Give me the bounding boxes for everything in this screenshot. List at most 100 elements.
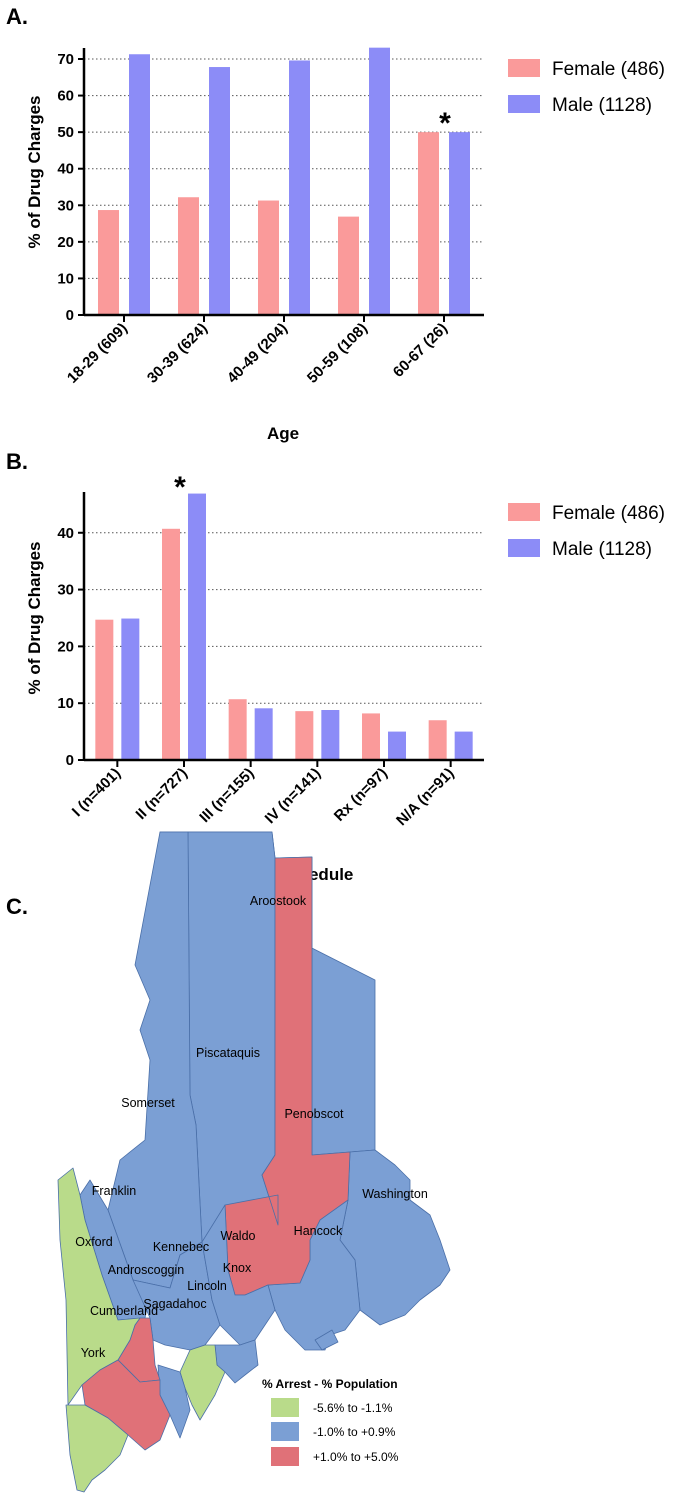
bar-male <box>209 67 230 315</box>
bar-female <box>418 132 439 315</box>
chart-a-yticks: 0 10 20 30 40 50 60 70 <box>57 51 84 324</box>
county-label-aroostook: Aroostook <box>250 894 307 908</box>
chart-b-bars <box>95 493 473 760</box>
map-legend-swatch-blue <box>271 1422 299 1441</box>
y-tick-label: 40 <box>57 525 74 542</box>
bar-female <box>295 711 314 760</box>
bar-female <box>95 619 114 760</box>
chart-a: A. % of Drug Charges Age 0 10 20 30 40 50 60 70… <box>6 4 665 443</box>
bar-male <box>188 493 206 760</box>
county-label-lincoln: Lincoln <box>187 1279 227 1293</box>
chart-a-bars <box>98 47 470 316</box>
bar-male <box>388 731 406 760</box>
legend-label-male: Male (1128) <box>552 539 652 560</box>
y-tick-label: 20 <box>57 234 74 251</box>
county-somerset <box>107 831 203 1289</box>
panel-label-c: C. <box>6 894 28 919</box>
bar-male <box>254 708 273 760</box>
x-tick-label: N/A (n=91) <box>393 765 457 829</box>
island <box>314 1329 339 1351</box>
county-label-oxford: Oxford <box>75 1235 113 1249</box>
chart-b-gridlines <box>84 532 484 704</box>
county-label-piscataquis: Piscataquis <box>196 1046 260 1060</box>
county-label-cumberland: Cumberland <box>90 1304 158 1318</box>
county-york <box>65 1404 129 1493</box>
legend-swatch-female <box>508 503 540 521</box>
y-tick-label: 40 <box>57 161 74 178</box>
bar-female <box>258 200 279 315</box>
chart-b-yticks: 0 10 20 30 40 <box>57 525 84 769</box>
x-tick-label: 18-29 (609) <box>64 320 131 387</box>
county-label-somerset: Somerset <box>121 1096 175 1110</box>
legend-swatch-female <box>508 59 540 77</box>
y-tick-label: 30 <box>57 197 74 214</box>
x-tick-label: 60-67 (26) <box>390 320 451 381</box>
maine-county-map: C. <box>6 831 451 1493</box>
county-oxford <box>57 1167 141 1406</box>
chart-b-ylabel: % of Drug Charges <box>25 541 44 694</box>
county-label-kennebec: Kennebec <box>153 1240 209 1254</box>
y-tick-label: 70 <box>57 51 74 68</box>
county-label-knox: Knox <box>223 1261 252 1275</box>
bar-female <box>178 197 199 315</box>
chart-a-significance-marker: * <box>439 107 451 140</box>
bar-male <box>289 60 310 315</box>
bar-female <box>98 210 119 315</box>
map-legend-swatch-green <box>271 1398 299 1417</box>
y-tick-label: 30 <box>57 582 74 599</box>
bar-male <box>129 54 150 315</box>
chart-b-significance-marker: * <box>174 471 186 504</box>
x-tick-label: IV (n=141) <box>262 765 324 827</box>
y-tick-label: 60 <box>57 88 74 105</box>
panel-label-b: B. <box>6 449 28 474</box>
map-legend-title: % Arrest - % Population <box>262 1377 398 1391</box>
legend-label-male: Male (1128) <box>552 95 652 116</box>
y-tick-label: 10 <box>57 695 74 712</box>
bar-female <box>362 713 380 760</box>
x-tick-label: 50-59 (108) <box>304 320 371 387</box>
bar-female <box>338 216 359 315</box>
map-legend: % Arrest - % Population -5.6% to -1.1% -… <box>262 1377 399 1466</box>
legend-label-female: Female (486) <box>552 503 665 524</box>
x-tick-label: 30-39 (624) <box>144 320 211 387</box>
chart-a-xlabel: Age <box>267 424 299 443</box>
y-tick-label: 0 <box>66 307 74 324</box>
map-legend-label-blue: -1.0% to +0.9% <box>313 1425 396 1439</box>
county-label-hancock: Hancock <box>294 1224 343 1238</box>
chart-a-ylabel: % of Drug Charges <box>25 95 44 248</box>
county-label-androscoggin: Androscoggin <box>108 1263 184 1277</box>
map-legend-label-green: -5.6% to -1.1% <box>313 1401 393 1415</box>
bar-male <box>321 710 340 760</box>
panel-label-a: A. <box>6 4 28 29</box>
county-label-waldo: Waldo <box>221 1229 256 1243</box>
chart-a-gridlines <box>84 58 484 279</box>
y-tick-label: 10 <box>57 270 74 287</box>
chart-a-legend: Female (486) Male (1128) <box>508 59 665 116</box>
chart-b: B. % of Drug Charges Federal Schedule 01… <box>6 449 665 884</box>
county-label-sagadahoc: Sagadahoc <box>143 1297 206 1311</box>
map-legend-swatch-red <box>271 1447 299 1466</box>
x-tick-label: III (n=155) <box>196 765 257 826</box>
x-tick-label: Rx (n=97) <box>331 765 391 825</box>
x-tick-label: II (n=727) <box>133 765 191 823</box>
bar-female <box>162 528 180 760</box>
y-tick-label: 50 <box>57 124 74 141</box>
map-legend-label-red: +1.0% to +5.0% <box>313 1450 399 1464</box>
legend-label-female: Female (486) <box>552 59 665 80</box>
legend-swatch-male <box>508 539 540 557</box>
bar-male <box>121 618 140 760</box>
y-tick-label: 0 <box>66 752 74 769</box>
legend-swatch-male <box>508 95 540 113</box>
bar-male <box>449 132 470 315</box>
county-waldo <box>201 1204 276 1346</box>
x-tick-label: I (n=401) <box>69 765 124 820</box>
county-label-washington: Washington <box>362 1187 428 1201</box>
x-tick-label: 40-49 (204) <box>224 320 291 387</box>
bar-female <box>428 720 447 760</box>
county-label-penobscot: Penobscot <box>284 1107 344 1121</box>
county-label-york: York <box>81 1346 106 1360</box>
county-label-franklin: Franklin <box>92 1184 137 1198</box>
y-tick-label: 20 <box>57 638 74 655</box>
chart-b-xticks: I (n=401) II (n=727) III (n=155) IV (n=141)… <box>69 760 457 829</box>
